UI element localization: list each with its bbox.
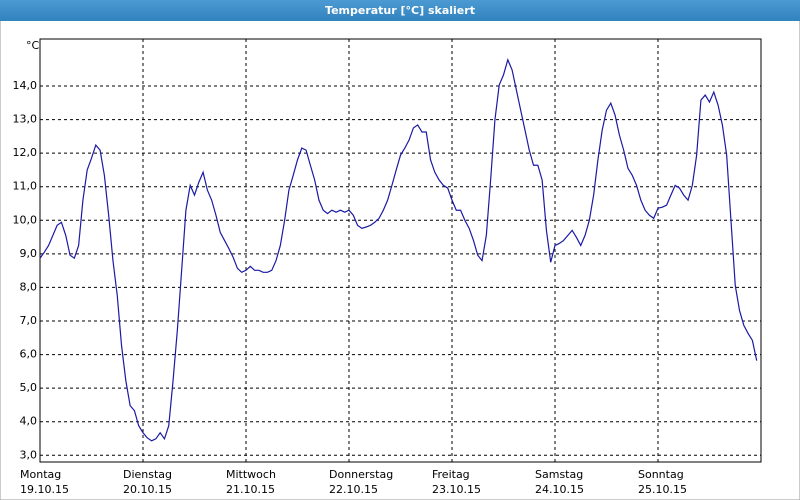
x-tick-date: 25.10.15 [638,483,687,496]
y-tick-label: 7,0 [20,314,38,327]
y-tick-label: 10,0 [13,213,38,226]
y-tick-label: 9,0 [20,247,38,260]
y-tick-label: 14,0 [13,79,38,92]
x-tick-label: Donnerstag [329,468,393,481]
temperature-line [39,58,758,442]
chart-title: Temperatur [°C] skaliert [325,4,475,17]
x-tick-date: 23.10.15 [432,483,481,496]
x-tick-label: Mittwoch [226,468,276,481]
x-tick-label: Montag [20,468,61,481]
y-axis-label: °C [26,39,40,52]
y-tick-label: 11,0 [13,180,38,193]
x-tick-date: 20.10.15 [123,483,172,496]
x-tick-label: Samstag [535,468,583,481]
title-bar [0,0,800,21]
y-tick-label: 3,0 [20,448,38,461]
x-tick-date: 24.10.15 [535,483,584,496]
y-tick-label: 5,0 [20,381,38,394]
x-tick-label: Sonntag [638,468,684,481]
y-tick-label: 8,0 [20,280,38,293]
y-tick-label: 12,0 [13,146,38,159]
y-tick-label: 6,0 [20,348,38,361]
x-tick-label: Freitag [432,468,470,481]
x-tick-date: 22.10.15 [329,483,378,496]
x-tick-label: Dienstag [123,468,172,481]
y-tick-label: 13,0 [13,113,38,126]
y-tick-label: 4,0 [20,415,38,428]
x-tick-date: 19.10.15 [20,483,69,496]
x-tick-date: 21.10.15 [226,483,275,496]
